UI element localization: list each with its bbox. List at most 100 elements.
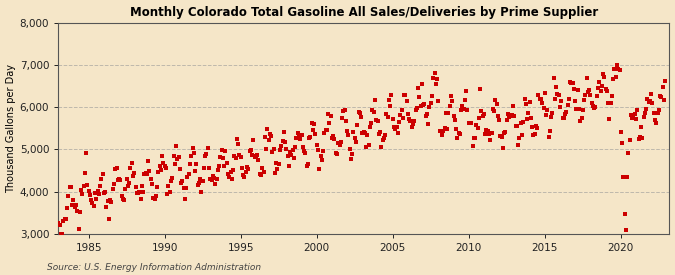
Point [381, 112, 392, 116]
Point [277, 138, 288, 143]
Point [578, 98, 589, 102]
Point [375, 130, 385, 134]
Point [144, 169, 155, 173]
Point [103, 217, 114, 221]
Point [389, 125, 400, 129]
Point [639, 111, 650, 115]
Point [246, 148, 256, 152]
Point [450, 118, 460, 123]
Point [164, 190, 175, 194]
Point [204, 166, 215, 170]
Point [395, 113, 406, 117]
Point [356, 115, 367, 119]
Point [86, 198, 97, 203]
Point [340, 119, 351, 123]
Point [619, 211, 630, 216]
Point [641, 107, 651, 111]
Point [510, 123, 521, 128]
Point [354, 111, 365, 116]
Point [414, 95, 425, 99]
Point [562, 103, 573, 108]
Point [447, 99, 458, 103]
Point [630, 117, 641, 121]
Point [92, 189, 103, 194]
Point [180, 197, 190, 201]
Point [525, 116, 536, 120]
Point [300, 151, 310, 156]
Point [642, 97, 653, 102]
Point [113, 177, 124, 182]
Point [364, 125, 375, 130]
Point [597, 84, 608, 89]
Point [81, 151, 92, 155]
Point [96, 177, 107, 182]
Point [402, 112, 413, 117]
Point [590, 105, 601, 110]
Point [105, 198, 115, 202]
Point [549, 97, 560, 101]
Point [308, 122, 319, 126]
Point [296, 133, 307, 138]
Point [481, 128, 492, 132]
Point [320, 128, 331, 132]
Point [244, 148, 255, 153]
Point [202, 146, 213, 151]
Point [269, 170, 280, 175]
Point [87, 201, 98, 205]
Point [327, 136, 338, 141]
Point [370, 98, 381, 102]
Point [424, 105, 435, 110]
Point [626, 113, 637, 117]
Point [73, 227, 84, 231]
Point [314, 167, 325, 172]
Point [502, 118, 512, 123]
Point [446, 94, 456, 98]
Point [512, 124, 522, 129]
Point [622, 175, 632, 179]
Point [184, 172, 194, 177]
Point [394, 120, 404, 125]
Point [250, 154, 261, 158]
Point [369, 109, 379, 114]
Point [99, 191, 109, 195]
Point [57, 232, 68, 236]
Point [594, 80, 605, 85]
Point [191, 162, 202, 166]
Point [508, 104, 518, 108]
Point [268, 147, 279, 151]
Point [597, 71, 608, 76]
Point [253, 158, 264, 163]
Point [396, 108, 407, 112]
Point [151, 194, 161, 198]
Point [387, 117, 398, 121]
Point [263, 137, 274, 142]
Point [399, 93, 410, 97]
Point [509, 113, 520, 118]
Point [551, 84, 562, 89]
Point [486, 131, 497, 136]
Point [647, 100, 658, 105]
Point [116, 194, 127, 198]
Point [409, 119, 420, 123]
Point [188, 151, 199, 155]
Point [298, 145, 308, 149]
Point [411, 106, 422, 110]
Point [224, 175, 235, 179]
Point [205, 177, 216, 181]
Point [421, 114, 431, 118]
Point [524, 100, 535, 104]
Point [400, 93, 411, 97]
Point [100, 189, 111, 194]
Point [561, 110, 572, 114]
Point [258, 170, 269, 175]
Point [518, 120, 529, 125]
Point [201, 152, 212, 157]
Point [220, 149, 231, 153]
Point [483, 129, 493, 134]
Point [460, 98, 470, 102]
Point [479, 112, 489, 116]
Point [580, 93, 591, 97]
Point [495, 134, 506, 138]
Point [541, 113, 551, 117]
Point [439, 126, 450, 130]
